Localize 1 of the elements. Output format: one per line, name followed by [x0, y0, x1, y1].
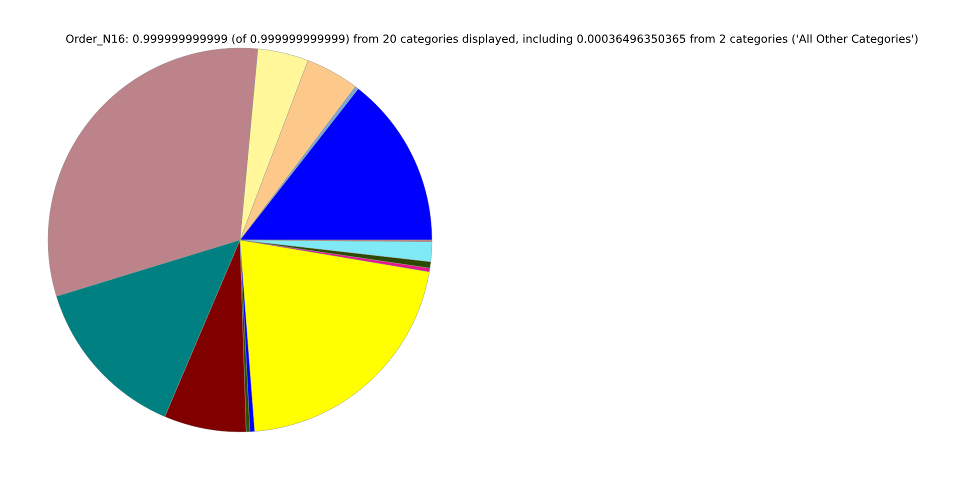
text: Order_N16: 0.999999999999 (of 0.999999999999) from 20 categories displayed, including 0.00036496350365 from 2 categories ('All Other Categories') — [66, 34, 918, 46]
